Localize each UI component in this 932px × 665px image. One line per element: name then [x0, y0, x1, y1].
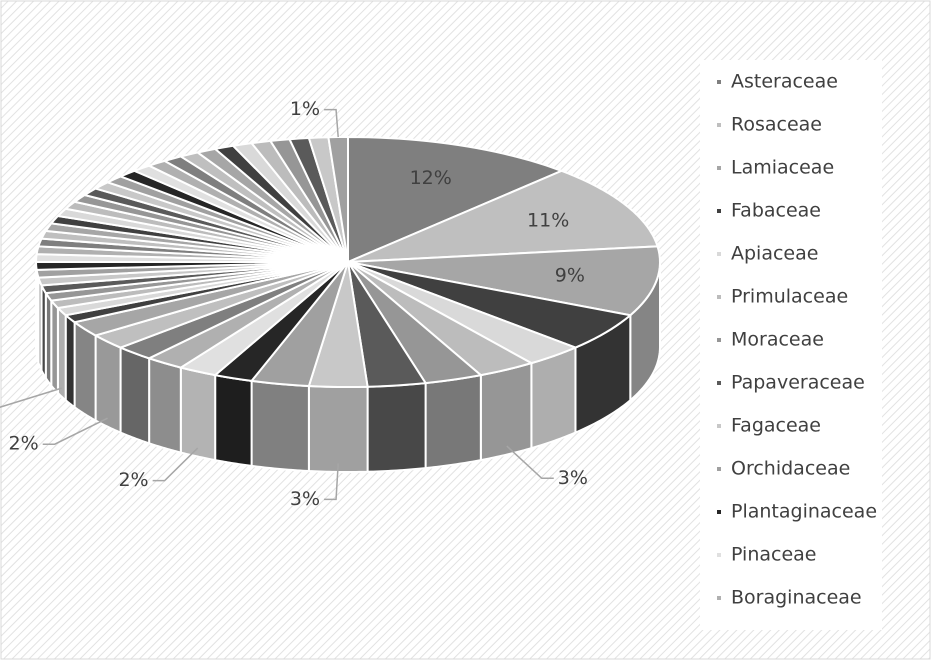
legend-swatch [717, 510, 721, 514]
data-label: 9% [555, 265, 585, 287]
slice-side [479, 361, 533, 462]
legend-swatch [717, 166, 721, 170]
slice-side [119, 346, 151, 445]
legend-swatch [717, 338, 721, 342]
legend-label: Rosaceae [731, 114, 822, 136]
data-label: 2% [118, 469, 148, 491]
legend-swatch [717, 252, 721, 256]
legend-swatch [717, 553, 721, 557]
leader-line [152, 447, 199, 482]
data-label: 2% [9, 433, 39, 455]
legend-label: Moraceae [731, 329, 824, 351]
slice-side [214, 373, 253, 468]
legend-box [700, 60, 882, 630]
slice [347, 261, 484, 385]
data-label: 5% [519, 301, 549, 323]
slice-side [307, 384, 369, 473]
leader-line [42, 417, 108, 445]
legend-label: Lamiaceae [731, 157, 834, 179]
slice-side [35, 261, 38, 356]
slice-side [530, 346, 577, 450]
legend-label: Apiaceae [731, 243, 818, 265]
slice [347, 261, 579, 365]
leader-line [0, 387, 62, 408]
leader-line [324, 108, 339, 138]
slice-side [179, 366, 217, 462]
slice [307, 261, 369, 389]
slice-side [94, 333, 122, 435]
slice [347, 261, 428, 388]
slice [347, 245, 661, 317]
legend-label: Primulaceae [731, 286, 848, 308]
slice [347, 261, 633, 349]
slice [327, 135, 349, 263]
slice-side [64, 313, 76, 410]
slice [347, 135, 565, 264]
slice [347, 261, 535, 377]
leader-line [324, 463, 339, 501]
slice-side [366, 381, 427, 473]
data-label: 3% [558, 467, 588, 489]
legend-label: Pinaceae [731, 544, 816, 566]
slice-side [250, 379, 310, 473]
data-label: 12% [410, 167, 452, 189]
legend-swatch [717, 381, 721, 385]
legend-swatch [717, 123, 721, 127]
legend-swatch [717, 209, 721, 213]
legend-swatch [717, 596, 721, 600]
legend-swatch [717, 424, 721, 428]
legend-swatch [717, 467, 721, 471]
slice-side [148, 356, 182, 454]
data-label: 1% [290, 98, 320, 120]
leader-line [506, 445, 554, 480]
legend-swatch [717, 295, 721, 299]
legend-label: Papaveraceae [731, 372, 865, 394]
legend-label: Boraginaceae [731, 587, 862, 609]
legend-label: Fabaceae [731, 200, 821, 222]
legend-label: Fagaceae [731, 415, 821, 437]
slice-side [56, 305, 67, 403]
slice-side [73, 320, 97, 423]
legend-label: Orchidaceae [731, 458, 850, 480]
data-label: 11% [527, 210, 569, 232]
data-label: 3% [290, 488, 320, 510]
legend-label: Plantaginaceae [731, 501, 877, 523]
slice-side [424, 373, 482, 470]
slice [347, 169, 659, 263]
legend-label: Asteraceae [731, 71, 838, 93]
legend-swatch [717, 80, 721, 84]
